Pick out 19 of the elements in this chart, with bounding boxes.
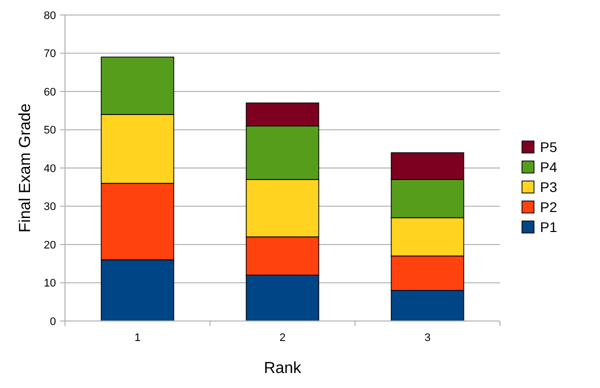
y-tick-label: 20 bbox=[44, 239, 56, 252]
legend-label: P1 bbox=[540, 218, 558, 235]
y-tick-label: 70 bbox=[44, 48, 56, 60]
y-tick-label: 80 bbox=[44, 10, 56, 22]
legend-label: P3 bbox=[540, 178, 558, 195]
y-tick-label: 0 bbox=[50, 316, 56, 328]
y-tick-label: 10 bbox=[44, 278, 56, 290]
legend-label: P4 bbox=[540, 158, 558, 175]
y-tick-label: 40 bbox=[44, 162, 56, 175]
x-tick-label: 2 bbox=[279, 332, 286, 344]
y-tick-label: 30 bbox=[44, 201, 56, 214]
x-axis-title: Rank bbox=[264, 360, 302, 377]
x-tick-label: 3 bbox=[424, 332, 431, 344]
y-tick-label: 50 bbox=[44, 124, 56, 137]
y-axis-title: Final Exam Grade bbox=[17, 103, 34, 232]
y-tick-label: 60 bbox=[44, 86, 56, 98]
legend-label: P2 bbox=[540, 198, 558, 215]
legend-label: P5 bbox=[540, 138, 558, 155]
x-tick-label: 1 bbox=[134, 332, 141, 344]
